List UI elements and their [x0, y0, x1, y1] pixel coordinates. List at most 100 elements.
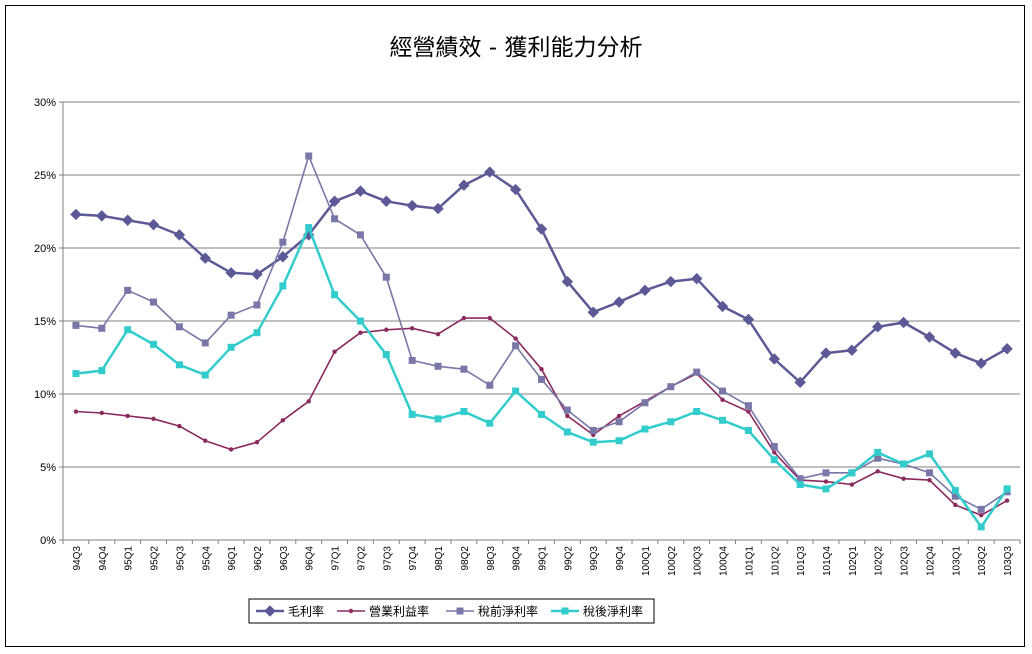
data-point [565, 413, 570, 419]
x-tick-label: 100Q3 [693, 546, 704, 576]
data-point [251, 268, 263, 280]
data-point [175, 361, 183, 369]
data-point [512, 387, 520, 395]
legend-marker [561, 607, 569, 615]
data-point [587, 306, 599, 318]
y-tick-label: 10% [34, 389, 56, 401]
data-point [279, 282, 287, 290]
data-point [744, 402, 752, 410]
data-point [328, 195, 341, 207]
data-point [382, 273, 390, 281]
data-point [460, 365, 468, 373]
x-tick-label: 97Q2 [356, 546, 367, 571]
data-point [823, 479, 829, 484]
data-point [744, 427, 752, 434]
data-point [147, 218, 160, 231]
data-point [509, 183, 522, 196]
x-tick-label: 99Q1 [538, 546, 549, 571]
data-point [975, 357, 987, 370]
data-point [125, 413, 130, 419]
x-tick-label: 99Q2 [563, 546, 574, 571]
data-point [305, 152, 313, 160]
data-point [977, 523, 985, 531]
data-point [875, 469, 880, 474]
data-point [98, 324, 106, 332]
data-point [925, 450, 933, 458]
data-point [487, 315, 492, 321]
data-point [435, 331, 441, 337]
x-tick-label: 98Q4 [512, 546, 523, 571]
data-point [73, 409, 79, 414]
data-point [70, 208, 82, 221]
legend-marker [264, 605, 276, 617]
data-point [151, 416, 156, 422]
data-point [96, 210, 108, 222]
data-point [538, 410, 545, 418]
data-point [589, 427, 597, 434]
legend-label: 稅後淨利率 [583, 604, 643, 619]
x-tick-label: 101Q1 [744, 546, 755, 576]
data-point [977, 505, 985, 513]
data-point [846, 344, 858, 356]
data-point [720, 397, 725, 403]
data-point [98, 367, 106, 375]
data-point [953, 502, 958, 508]
data-point [434, 415, 442, 423]
legend-label: 毛利率 [288, 604, 324, 619]
data-point [872, 321, 884, 333]
data-point [150, 298, 158, 306]
data-point [331, 215, 339, 223]
data-point [227, 343, 235, 351]
data-point [667, 418, 675, 426]
x-tick-label: 102Q2 [874, 546, 885, 576]
legend-marker [456, 607, 464, 615]
data-point [513, 336, 518, 341]
data-point [848, 469, 856, 477]
data-point [177, 423, 182, 429]
data-point [538, 375, 545, 383]
data-point [150, 340, 158, 348]
data-point [539, 366, 544, 372]
data-point [306, 399, 311, 404]
data-point [382, 351, 390, 359]
data-point [406, 199, 418, 212]
data-point [175, 323, 183, 331]
data-point [228, 447, 234, 452]
data-point [201, 371, 209, 379]
data-point [227, 311, 235, 319]
data-point [305, 224, 313, 232]
data-point [665, 275, 677, 288]
data-point [331, 291, 339, 299]
x-tick-label: 95Q4 [201, 546, 212, 571]
data-point [358, 330, 363, 335]
data-point [746, 409, 751, 414]
data-point [796, 475, 804, 483]
data-point [434, 362, 442, 370]
x-tick-label: 99Q4 [615, 546, 626, 571]
data-point [124, 286, 132, 294]
data-point [768, 353, 780, 365]
data-point [409, 326, 415, 331]
x-tick-label: 102Q1 [848, 546, 859, 576]
x-tick-label: 95Q1 [124, 546, 135, 571]
data-point [822, 485, 830, 493]
data-point [719, 387, 727, 395]
data-point [949, 347, 962, 359]
data-point [693, 408, 701, 416]
data-point [1003, 485, 1011, 493]
data-point [641, 399, 649, 407]
data-point [772, 450, 777, 455]
x-tick-label: 95Q2 [150, 546, 161, 571]
x-tick-label: 97Q3 [382, 546, 393, 571]
data-point [173, 229, 186, 241]
data-point [690, 272, 703, 285]
data-point [563, 406, 571, 414]
data-point [927, 477, 932, 483]
x-tick-label: 95Q3 [175, 546, 186, 571]
x-tick-label: 101Q3 [796, 546, 807, 576]
data-point [615, 437, 623, 445]
data-point [461, 315, 467, 321]
x-tick-label: 97Q1 [331, 546, 342, 571]
data-point [72, 321, 80, 329]
